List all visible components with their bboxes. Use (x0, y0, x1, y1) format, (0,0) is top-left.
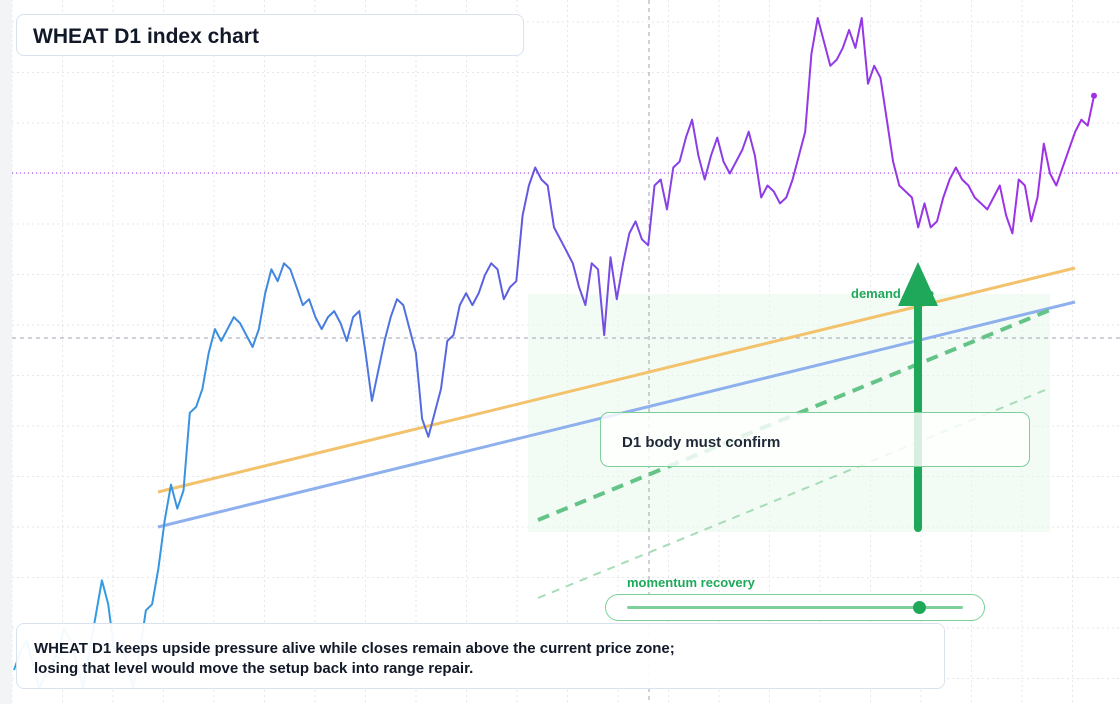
chart-title: WHEAT D1 index chart (33, 25, 259, 48)
last-price-point (1091, 92, 1097, 99)
left-axis-strip (0, 0, 12, 704)
note-line-2: losing that level would move the setup b… (34, 660, 474, 677)
projection-dashed (537, 308, 1051, 522)
chart-title-box: WHEAT D1 index chart (16, 14, 524, 56)
momentum-slider[interactable] (605, 594, 985, 621)
analysis-note: WHEAT D1 keeps upside pressure alive whi… (16, 623, 945, 689)
note-line-1: WHEAT D1 keeps upside pressure alive whi… (34, 640, 675, 657)
momentum-track (627, 606, 963, 609)
price-series-line (13, 17, 1095, 689)
demand-zone-label: demand zone (851, 286, 935, 301)
confirm-callout: D1 body must confirm (600, 412, 1030, 467)
demand-arrow-head (898, 262, 938, 306)
momentum-label: momentum recovery (627, 575, 755, 590)
projection-dashed-light (537, 387, 1051, 599)
momentum-thumb[interactable] (913, 601, 927, 614)
confirm-label: D1 body must confirm (622, 434, 781, 451)
